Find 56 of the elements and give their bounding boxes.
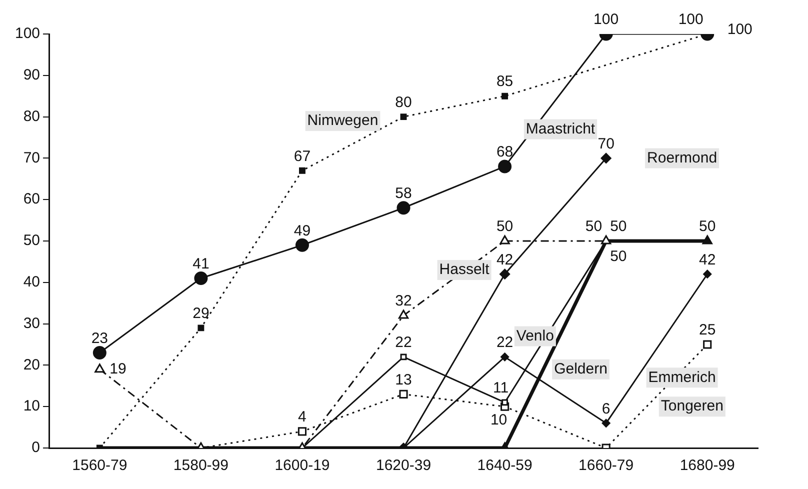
y-tick-label: 40 (23, 274, 40, 291)
data-label: 42 (699, 251, 716, 268)
text: Roermond (647, 149, 718, 166)
y-tick-label: 80 (23, 108, 40, 125)
data-label: 13 (395, 371, 412, 388)
x-tick-label: 1600-19 (274, 457, 330, 474)
y-tick-label: 30 (23, 314, 40, 332)
series-label: Venlo (516, 327, 554, 344)
data-label: 100 (678, 11, 704, 28)
data-label: 67 (294, 148, 311, 165)
y-tick-label: 20 (23, 356, 40, 374)
data-label: 4 (298, 408, 306, 426)
data-label: 32 (395, 292, 412, 310)
data-label: 22 (496, 334, 514, 352)
data-label: 100 (727, 21, 752, 38)
series-label: Hasselt (439, 261, 490, 278)
data-label: 42 (496, 251, 514, 268)
x-tick-label: 1660-79 (578, 457, 634, 474)
series-label: Nimwegen (307, 112, 378, 130)
data-label: 22 (395, 334, 412, 352)
data-label: 68 (496, 144, 514, 161)
data-label: 41 (192, 255, 210, 272)
y-tick-label: 70 (23, 149, 40, 166)
x-tick-label: 1620-39 (376, 457, 432, 474)
x-tick-label: 1580-99 (173, 457, 228, 474)
y-tick-label: 50 (23, 232, 40, 250)
data-label: 50 (496, 218, 514, 236)
data-label: 25 (699, 322, 716, 339)
series-label: Maastricht (526, 120, 596, 138)
y-tick-label: 10 (23, 398, 40, 415)
series-label: Emmerich (648, 368, 716, 386)
series-label: Geldern (554, 360, 608, 378)
data-label: 70 (598, 135, 614, 152)
y-tick-label: 100 (14, 25, 40, 42)
x-tick-label: 1680-99 (680, 457, 735, 474)
data-label: 50 (585, 218, 602, 236)
data-label: 85 (496, 73, 514, 90)
series-label: Tongeren (660, 398, 724, 415)
data-label: 50 (610, 248, 627, 266)
data-label: 80 (395, 94, 412, 111)
y-tick-label: 60 (23, 190, 40, 208)
data-label: 29 (192, 305, 210, 322)
data-label: 23 (91, 330, 108, 347)
y-tick-label: 90 (23, 66, 40, 84)
data-label: 11 (493, 380, 509, 397)
data-label: 6 (602, 400, 610, 418)
y-tick-label: 0 (32, 439, 40, 456)
data-label: 10 (490, 412, 508, 429)
data-label: 58 (395, 185, 412, 202)
x-tick-label: 1560-79 (72, 457, 128, 474)
x-tick-label: 1640-59 (477, 457, 532, 474)
data-label: 19 (110, 360, 126, 378)
data-label: 100 (594, 11, 619, 28)
data-label: 50 (610, 218, 627, 236)
data-label: 49 (294, 222, 311, 240)
data-label: 50 (699, 218, 716, 236)
